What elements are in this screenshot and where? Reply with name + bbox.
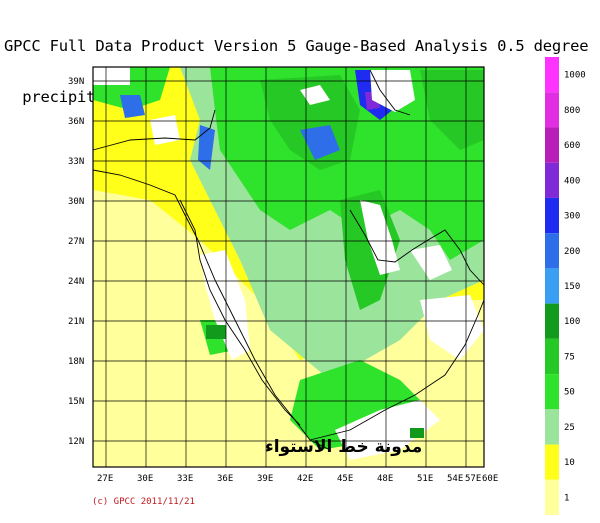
legend-swatch bbox=[545, 92, 559, 128]
legend-label: 600 bbox=[564, 141, 580, 151]
lon-label: 51E bbox=[417, 474, 433, 484]
legend-label: 300 bbox=[564, 212, 580, 222]
legend-swatch bbox=[545, 57, 559, 93]
map-frame bbox=[92, 66, 485, 468]
legend-swatch bbox=[545, 374, 559, 410]
graticule bbox=[93, 67, 484, 467]
legend-swatch bbox=[545, 268, 559, 304]
lat-label: 21N bbox=[68, 317, 84, 327]
legend-label: 100 bbox=[564, 317, 580, 327]
legend-label: 25 bbox=[564, 423, 575, 433]
lon-label: 27E bbox=[97, 474, 113, 484]
lon-label: 33E bbox=[177, 474, 193, 484]
legend-swatch bbox=[545, 338, 559, 375]
legend-label: 150 bbox=[564, 282, 580, 292]
legend-label: 1 bbox=[564, 493, 569, 503]
latitude-labels: 39N 36N 33N 30N 27N 24N 21N 18N 15N 12N bbox=[68, 77, 84, 447]
lat-label: 30N bbox=[68, 197, 84, 207]
lon-label: 60E bbox=[482, 474, 498, 484]
legend-swatch bbox=[545, 162, 559, 198]
lon-label: 30E bbox=[137, 474, 153, 484]
coastlines bbox=[92, 69, 485, 451]
legend-swatch bbox=[545, 233, 559, 269]
lon-label: 39E bbox=[257, 474, 273, 484]
lat-label: 18N bbox=[68, 357, 84, 367]
legend-swatch bbox=[545, 303, 559, 339]
longitude-labels: 27E 30E 33E 36E 39E 42E 45E 48E 51E 54E … bbox=[97, 474, 498, 484]
watermark-text: مدونة خط الاستواء bbox=[265, 437, 422, 457]
copyright-text: (c) GPCC 2011/11/21 bbox=[92, 497, 195, 507]
lat-label: 36N bbox=[68, 117, 84, 127]
lat-label: 15N bbox=[68, 397, 84, 407]
legend-label: 50 bbox=[564, 388, 575, 398]
color-legend: 1000 800 600 400 300 200 150 100 75 50 25 10 1 bbox=[545, 57, 586, 515]
legend-label: 1000 bbox=[564, 71, 586, 81]
legend-label: 200 bbox=[564, 247, 580, 257]
lat-label: 33N bbox=[68, 157, 84, 167]
title-line-1: GPCC Full Data Product Version 5 Gauge-B… bbox=[4, 37, 589, 55]
lat-label: 12N bbox=[68, 437, 84, 447]
lon-label: 57E bbox=[465, 474, 481, 484]
lon-label: 45E bbox=[337, 474, 353, 484]
lon-label: 42E bbox=[297, 474, 313, 484]
legend-label: 75 bbox=[564, 352, 575, 362]
lat-label: 27N bbox=[68, 237, 84, 247]
legend-swatch bbox=[545, 479, 559, 515]
legend-label: 800 bbox=[564, 106, 580, 116]
map-field bbox=[93, 67, 484, 467]
lon-label: 48E bbox=[377, 474, 393, 484]
legend-swatch bbox=[545, 409, 559, 445]
lat-label: 24N bbox=[68, 277, 84, 287]
lat-label: 39N bbox=[68, 77, 84, 87]
legend-swatch bbox=[545, 444, 559, 480]
legend-label: 10 bbox=[564, 458, 575, 468]
lon-label: 36E bbox=[217, 474, 233, 484]
lon-label: 54E bbox=[447, 474, 463, 484]
legend-swatch bbox=[545, 197, 559, 234]
legend-swatch bbox=[545, 127, 559, 163]
legend-label: 400 bbox=[564, 176, 580, 186]
